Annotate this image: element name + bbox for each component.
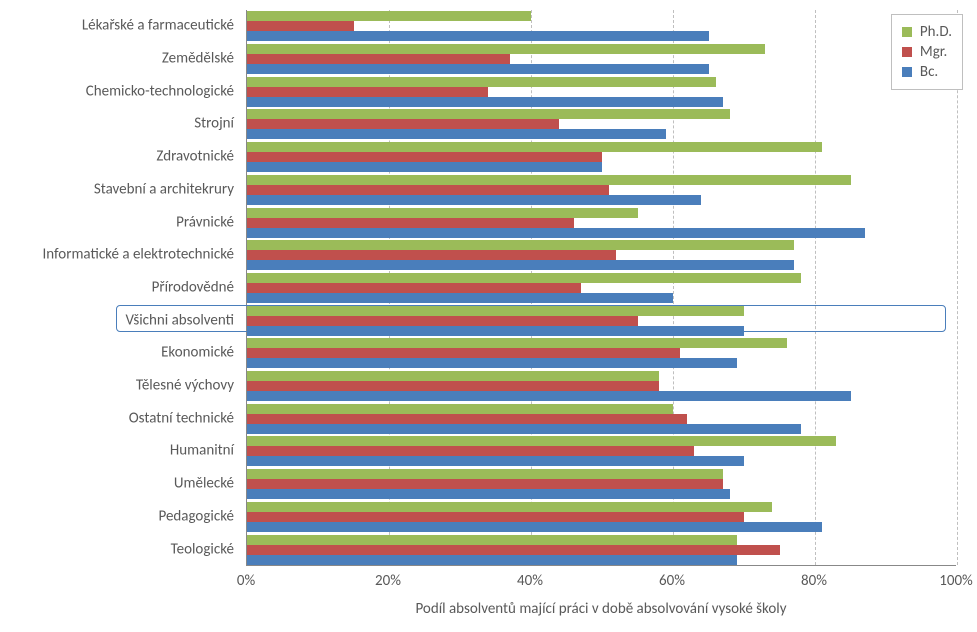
bar-mgr bbox=[247, 381, 659, 391]
category-label: Tělesné výchovy bbox=[0, 379, 234, 394]
category-label: Humanitní bbox=[0, 444, 234, 459]
category-label: Strojní bbox=[0, 117, 234, 132]
category-label: Informatické a elektrotechnické bbox=[0, 248, 234, 263]
bar-phd bbox=[247, 306, 744, 316]
legend-label: Ph.D. bbox=[920, 23, 952, 41]
legend-swatch bbox=[902, 27, 912, 37]
bar-phd bbox=[247, 502, 772, 512]
bar-mgr bbox=[247, 348, 680, 358]
category-label: Přírodovědné bbox=[0, 280, 234, 295]
bar-bc bbox=[247, 293, 673, 303]
bar-bc bbox=[247, 129, 666, 139]
category-label: Zemědělské bbox=[0, 52, 234, 67]
legend-item: Bc. bbox=[902, 63, 952, 81]
bar-bc bbox=[247, 260, 794, 270]
bar-mgr bbox=[247, 283, 581, 293]
bar-bc bbox=[247, 228, 865, 238]
bar-mgr bbox=[247, 446, 694, 456]
bar-mgr bbox=[247, 512, 744, 522]
category-label: Umělecké bbox=[0, 477, 234, 492]
bar-phd bbox=[247, 338, 787, 348]
bar-bc bbox=[247, 391, 851, 401]
bar-phd bbox=[247, 44, 765, 54]
x-tick-label: 0% bbox=[237, 572, 255, 590]
bar-phd bbox=[247, 77, 716, 87]
horizontal-bar-chart: 0% 20% 40% 60% 80% 100% Lékařské a farmaceutic… bbox=[0, 0, 977, 632]
bar-mgr bbox=[247, 479, 723, 489]
bar-mgr bbox=[247, 218, 574, 228]
category-label: Ekonomické bbox=[0, 346, 234, 361]
bar-phd bbox=[247, 371, 659, 381]
bar-mgr bbox=[247, 316, 638, 326]
bar-phd bbox=[247, 208, 638, 218]
bar-bc bbox=[247, 64, 709, 74]
bar-mgr bbox=[247, 21, 354, 31]
category-label: Teologické bbox=[0, 542, 234, 557]
bar-bc bbox=[247, 326, 744, 336]
bar-mgr bbox=[247, 119, 559, 129]
x-tick-label: 100% bbox=[939, 572, 973, 590]
bar-bc bbox=[247, 522, 822, 532]
x-tick-label: 60% bbox=[659, 572, 685, 590]
bar-mgr bbox=[247, 152, 602, 162]
bar-phd bbox=[247, 142, 822, 152]
bar-bc bbox=[247, 195, 701, 205]
bar-bc bbox=[247, 162, 602, 172]
category-label: Právnické bbox=[0, 215, 234, 230]
legend-swatch bbox=[902, 47, 912, 57]
bar-mgr bbox=[247, 87, 488, 97]
x-axis-title: Podíl absolventů mající práci v době abs… bbox=[246, 600, 956, 618]
bar-phd bbox=[247, 273, 801, 283]
bar-phd bbox=[247, 404, 673, 414]
bar-bc bbox=[247, 424, 801, 434]
bar-mgr bbox=[247, 414, 687, 424]
bar-phd bbox=[247, 535, 737, 545]
bar-mgr bbox=[247, 250, 616, 260]
bar-phd bbox=[247, 436, 836, 446]
x-tick-label: 20% bbox=[375, 572, 401, 590]
bar-mgr bbox=[247, 185, 609, 195]
legend-item: Mgr. bbox=[902, 43, 952, 61]
bar-phd bbox=[247, 240, 794, 250]
bar-phd bbox=[247, 11, 531, 21]
x-tick-label: 40% bbox=[517, 572, 543, 590]
bar-phd bbox=[247, 469, 723, 479]
plot-area bbox=[246, 10, 956, 566]
legend-label: Mgr. bbox=[920, 43, 947, 61]
legend-item: Ph.D. bbox=[902, 23, 952, 41]
legend: Ph.D. Mgr. Bc. bbox=[891, 14, 963, 90]
category-label: Lékařské a farmaceutické bbox=[0, 19, 234, 34]
category-label: Všichni absolventi bbox=[0, 313, 234, 328]
category-label: Pedagogické bbox=[0, 509, 234, 524]
category-label: Stavební a architekrury bbox=[0, 182, 234, 197]
bar-mgr bbox=[247, 54, 510, 64]
bar-bc bbox=[247, 97, 723, 107]
bar-mgr bbox=[247, 545, 780, 555]
x-tick-label: 80% bbox=[801, 572, 827, 590]
bar-bc bbox=[247, 456, 744, 466]
category-label: Zdravotnické bbox=[0, 150, 234, 165]
bar-bc bbox=[247, 489, 730, 499]
legend-swatch bbox=[902, 67, 912, 77]
gridline bbox=[815, 10, 816, 565]
bar-bc bbox=[247, 555, 737, 565]
category-label: Ostatní technické bbox=[0, 411, 234, 426]
category-label: Chemicko-technologické bbox=[0, 84, 234, 99]
bar-bc bbox=[247, 31, 709, 41]
gridline bbox=[957, 10, 958, 565]
bar-bc bbox=[247, 358, 737, 368]
legend-label: Bc. bbox=[920, 63, 938, 81]
bar-phd bbox=[247, 175, 851, 185]
bar-phd bbox=[247, 109, 730, 119]
